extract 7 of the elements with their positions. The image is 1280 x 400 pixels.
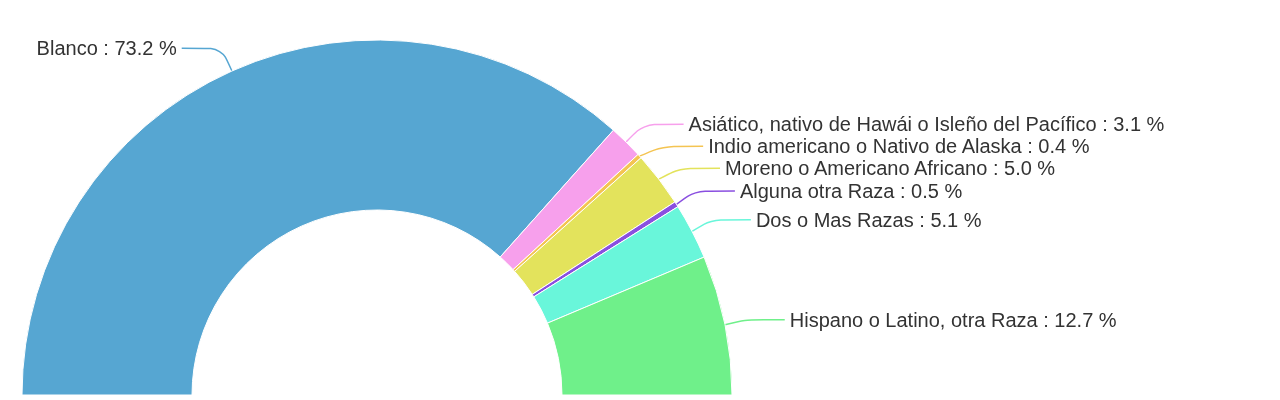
- slice-label: Alguna otra Raza : 0.5 %: [739, 179, 963, 202]
- slice-label: Dos o Mas Razas : 5.1 %: [755, 208, 982, 231]
- slice-label: Blanco : 73.2 %: [36, 37, 177, 60]
- slice-label: Moreno o Americano Africano : 5.0 %: [724, 157, 1056, 180]
- slice-label: Hispano o Latino, otra Raza : 12.7 %: [789, 308, 1117, 331]
- slice-label: Indio americano o Nativo de Alaska : 0.4 %: [708, 135, 1090, 158]
- slice-label: Asiático, nativo de Hawái o Isleño del Pacífico : 3.1 %: [688, 113, 1165, 136]
